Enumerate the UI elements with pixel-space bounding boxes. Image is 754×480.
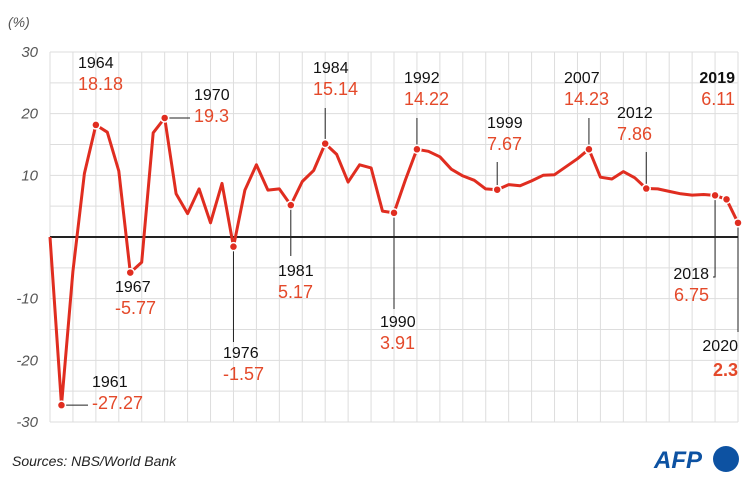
y-tick-label: 10 <box>21 167 38 184</box>
y-tick-label: -30 <box>16 414 38 431</box>
point-2012 <box>641 183 652 194</box>
y-tick-label: -20 <box>16 352 38 369</box>
value-label-1984: 15.14 <box>313 79 358 99</box>
point-1981 <box>286 200 296 210</box>
value-label-1961: -27.27 <box>92 393 143 413</box>
year-label-1984: 1984 <box>313 60 349 77</box>
point-1990 <box>389 208 399 218</box>
value-label-1976: -1.57 <box>223 364 264 384</box>
afp-logo-circle <box>713 446 739 472</box>
leader-line <box>713 195 716 278</box>
point-2020 <box>733 218 743 228</box>
value-label-2012: 7.86 <box>617 124 652 144</box>
y-tick-label: 20 <box>20 106 38 123</box>
point-1992 <box>412 144 422 155</box>
year-label-2019: 2019 <box>699 70 735 87</box>
year-label-1990: 1990 <box>380 314 416 331</box>
value-label-1999: 7.67 <box>487 134 522 154</box>
afp-logo: AFP <box>653 446 739 474</box>
year-label-1964: 1964 <box>78 55 114 72</box>
value-label-2019: 6.11 <box>701 89 735 109</box>
afp-logo-text: AFP <box>653 447 703 474</box>
annotation-labels: 1961 -27.27 1964 18.18 1967 -5.77 1970 19.3 1976… <box>78 55 738 413</box>
value-label-1967: -5.77 <box>115 298 156 318</box>
point-2007 <box>584 144 594 154</box>
value-label-1992: 14.22 <box>404 89 449 109</box>
y-axis-ticks: 30 20 10 -10 -20 -30 <box>16 44 38 431</box>
value-label-2020: 2.3 <box>713 360 738 380</box>
year-label-2007: 2007 <box>564 70 600 87</box>
year-label-2018: 2018 <box>673 266 709 283</box>
value-label-1970: 19.3 <box>194 106 229 126</box>
year-label-1981: 1981 <box>278 263 314 280</box>
point-1984 <box>320 138 330 149</box>
value-label-1964: 18.18 <box>78 74 123 94</box>
year-label-1999: 1999 <box>487 115 523 132</box>
value-label-1990: 3.91 <box>380 333 415 353</box>
point-1976 <box>228 241 239 252</box>
point-2019 <box>721 194 732 205</box>
y-tick-label: -10 <box>16 291 38 308</box>
year-label-1970: 1970 <box>194 87 230 104</box>
annotation-leaders <box>61 108 739 406</box>
point-1970 <box>159 113 170 123</box>
value-label-2007: 14.23 <box>564 89 609 109</box>
year-label-1976: 1976 <box>223 345 259 362</box>
year-label-1967: 1967 <box>115 279 151 296</box>
source-note: Sources: NBS/World Bank <box>12 453 177 469</box>
point-1967 <box>125 267 136 278</box>
point-2018 <box>710 190 720 201</box>
y-unit-label: (%) <box>8 14 30 30</box>
year-label-1992: 1992 <box>404 70 440 87</box>
year-label-1961: 1961 <box>92 374 128 391</box>
value-label-1981: 5.17 <box>278 282 313 302</box>
point-1999 <box>492 184 502 195</box>
year-label-2020: 2020 <box>702 338 738 355</box>
y-tick-label: 30 <box>21 44 38 61</box>
point-1961 <box>56 400 67 410</box>
annotation-points <box>56 113 743 410</box>
value-label-2018: 6.75 <box>674 285 709 305</box>
point-1964 <box>91 120 101 130</box>
year-label-2012: 2012 <box>617 105 653 122</box>
